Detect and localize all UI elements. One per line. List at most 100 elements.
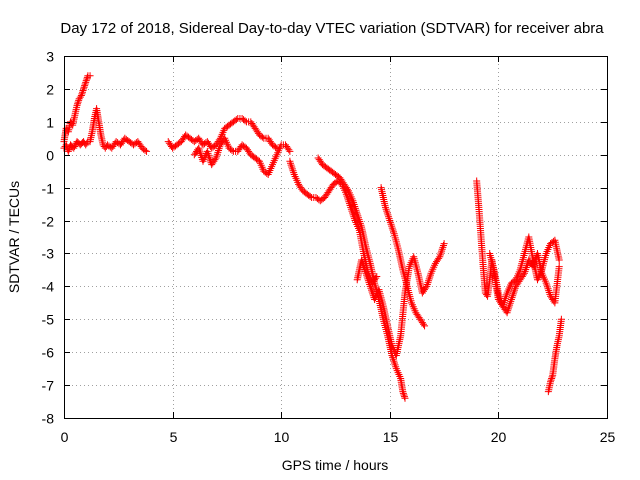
series-arc-b1 <box>164 115 281 152</box>
data-point <box>71 143 79 150</box>
x-tick-label: 0 <box>61 429 69 445</box>
data-point <box>64 147 72 155</box>
data-point <box>421 322 429 330</box>
x-axis-label: GPS time / hours <box>282 457 389 473</box>
data-point <box>82 77 90 85</box>
data-point <box>79 87 87 95</box>
data-point <box>510 288 518 296</box>
data-point <box>211 156 219 164</box>
y-tick-label: 3 <box>46 49 54 65</box>
series-arc-d2 <box>486 249 563 317</box>
x-tick-label: 25 <box>600 429 616 445</box>
data-point <box>382 205 390 213</box>
data-point <box>547 378 555 386</box>
data-point <box>288 165 296 173</box>
data-point <box>141 146 149 154</box>
series-arc-d3 <box>544 315 565 396</box>
data-point <box>285 146 293 154</box>
data-point <box>80 83 88 91</box>
data-point <box>214 148 222 156</box>
data-point <box>83 139 91 147</box>
data-point <box>400 393 408 401</box>
x-tick-label: 20 <box>491 429 507 445</box>
data-point <box>383 209 391 217</box>
data-point <box>386 218 394 226</box>
y-tick-label: -6 <box>42 345 55 361</box>
data-point <box>70 144 78 152</box>
data-point <box>143 147 151 155</box>
data-point <box>76 93 84 101</box>
y-axis-label: SDTVAR / TECUs <box>6 181 22 293</box>
data-point <box>439 243 447 251</box>
data-point <box>288 163 296 171</box>
data-point <box>228 146 236 154</box>
data-point <box>78 90 86 98</box>
y-axis-ticks: 3 2 1 0 -1 -2 -3 -4 -5 -6 -7 -8 <box>42 49 607 427</box>
data-point <box>286 157 294 165</box>
data-point <box>241 117 249 125</box>
y-tick-label: -5 <box>42 312 55 328</box>
data-point <box>547 376 555 384</box>
plot-frame <box>64 56 608 419</box>
data-point <box>258 133 266 141</box>
data-point <box>425 277 433 285</box>
data-point <box>555 263 563 271</box>
data-point <box>65 146 73 154</box>
data-marks <box>60 72 565 402</box>
series-arc-a2 <box>60 105 151 155</box>
data-point <box>557 315 565 323</box>
data-point <box>519 271 527 279</box>
data-point <box>544 285 552 293</box>
data-point <box>306 192 314 200</box>
data-point <box>439 241 447 249</box>
data-point <box>75 96 83 104</box>
data-point <box>385 213 393 221</box>
data-point <box>287 159 295 167</box>
data-point <box>287 161 295 169</box>
data-point <box>81 80 89 88</box>
series-arc-c1 <box>286 157 381 287</box>
data-point <box>367 284 375 292</box>
data-point <box>435 254 443 262</box>
data-point <box>555 256 563 264</box>
data-point <box>425 275 433 283</box>
data-point <box>386 217 394 225</box>
data-point <box>286 147 294 155</box>
data-point <box>548 373 556 381</box>
data-point <box>74 98 82 106</box>
data-point <box>390 228 398 236</box>
data-point <box>399 388 407 396</box>
y-tick-label: -3 <box>42 246 55 262</box>
data-point <box>440 240 448 248</box>
data-point <box>422 284 430 292</box>
data-point <box>548 375 556 383</box>
data-point <box>545 287 553 295</box>
data-point <box>78 88 86 96</box>
data-point <box>74 100 82 108</box>
chart-title: Day 172 of 2018, Sidereal Day-to-day VTE… <box>60 20 604 37</box>
data-point <box>81 82 89 90</box>
data-point <box>82 78 90 86</box>
data-point <box>86 72 94 80</box>
data-point <box>383 207 391 215</box>
data-point <box>400 391 408 399</box>
y-tick-label: -4 <box>42 279 55 295</box>
y-tick-label: -1 <box>42 181 55 197</box>
data-point <box>388 224 396 232</box>
data-point <box>399 389 407 397</box>
x-tick-label: 10 <box>274 429 290 445</box>
y-tick-label: -2 <box>42 214 55 230</box>
data-point <box>390 359 398 367</box>
data-point <box>83 75 91 83</box>
x-tick-label: 15 <box>383 429 399 445</box>
x-tick-label: 5 <box>170 429 178 445</box>
series-arc-b2 <box>190 134 294 178</box>
data-point <box>77 91 85 99</box>
data-point <box>80 85 88 93</box>
series-arc-c3 <box>353 240 448 359</box>
y-tick-label: -7 <box>42 378 55 394</box>
data-point <box>343 185 351 193</box>
y-tick-label: 0 <box>46 148 54 164</box>
series-arc-c4 <box>377 184 429 330</box>
